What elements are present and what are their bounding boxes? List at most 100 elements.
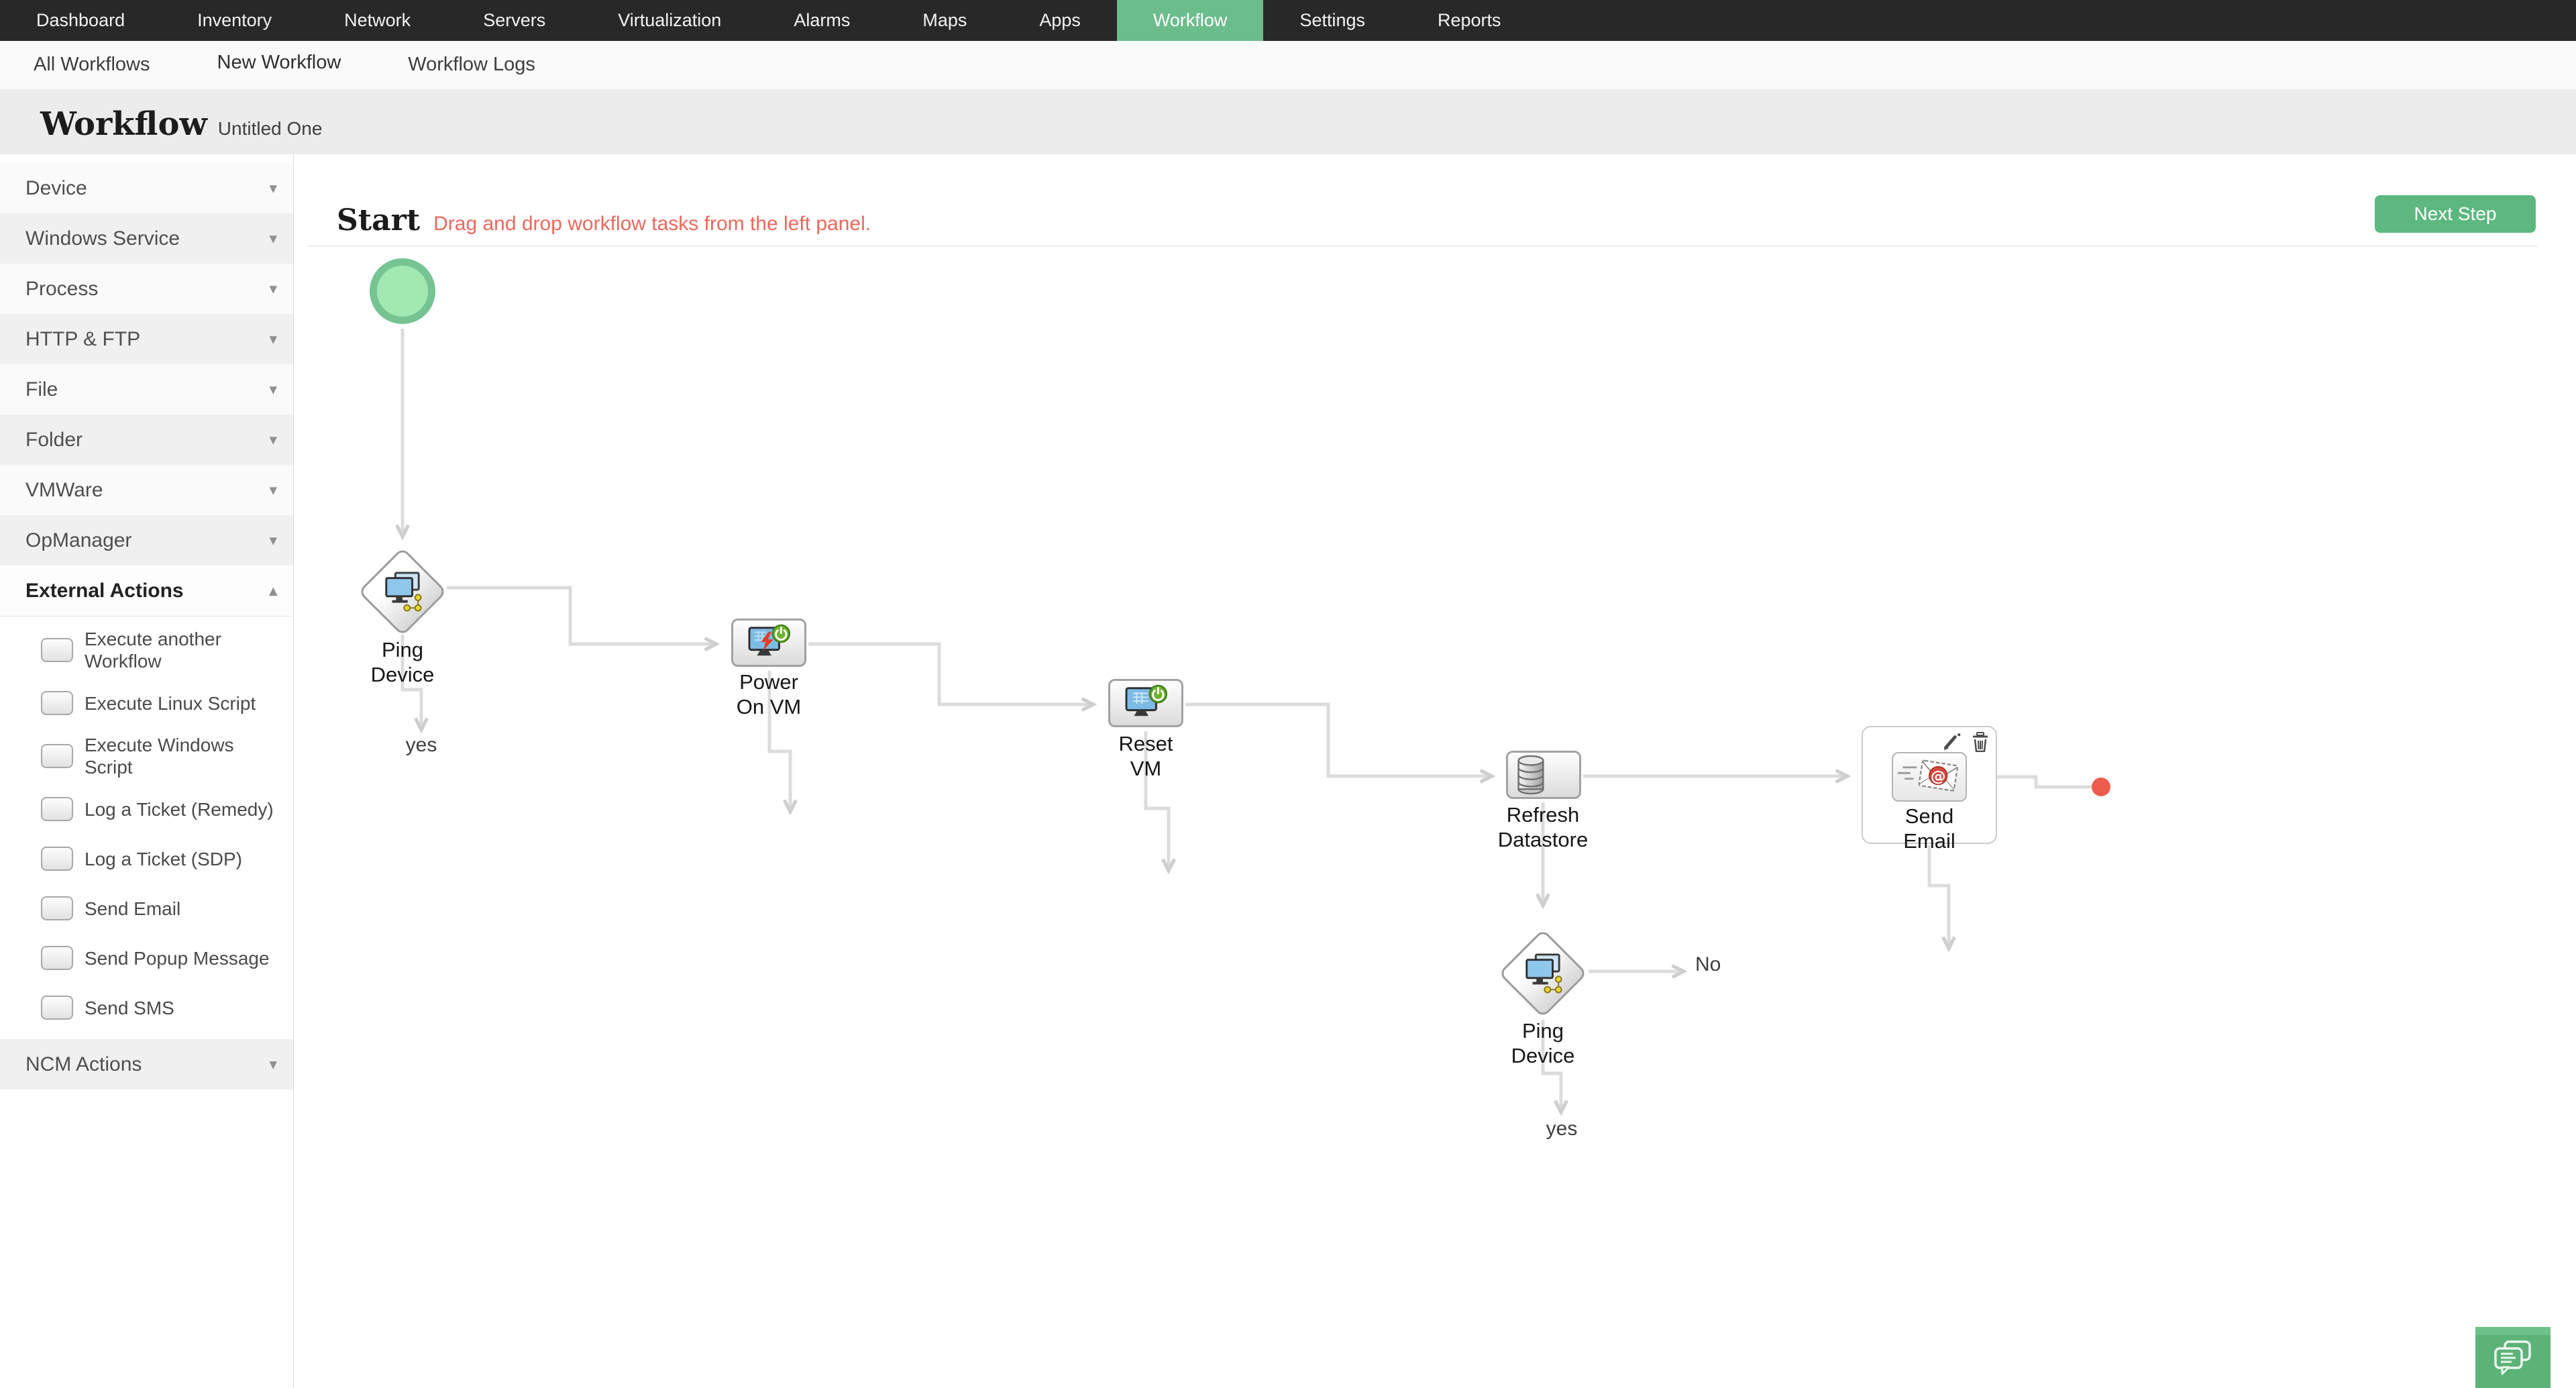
tab-workflow-logs[interactable]: Workflow Logs <box>408 54 535 75</box>
delete-trash-icon[interactable] <box>1972 732 1989 753</box>
chevron-down-icon: ▾ <box>269 179 277 197</box>
nav-item-workflow[interactable]: Workflow <box>1116 0 1264 41</box>
section-label: Windows Service <box>25 227 180 250</box>
chevron-down-icon: ▾ <box>269 330 277 348</box>
palette-item-send-popup-message[interactable]: Send Popup Message <box>0 933 293 983</box>
section-label: File <box>25 378 58 401</box>
node-label-power-on-vm: Power On VM <box>736 670 802 718</box>
palette-item-execute-linux-script[interactable]: Execute Linux Script <box>0 678 293 728</box>
canvas-header-divider <box>309 246 2537 247</box>
sidebar-section-process[interactable]: Process ▾ <box>0 264 293 314</box>
chevron-down-icon: ▾ <box>269 431 277 448</box>
ping-device-icon <box>1521 953 1564 994</box>
node-label-reset-vm: Reset VM <box>1118 732 1173 780</box>
node-label-ping-device-2: Ping Device <box>1511 1019 1575 1067</box>
section-label: Process <box>25 277 99 300</box>
start-node[interactable] <box>370 258 435 324</box>
tab-new-workflow[interactable]: New Workflow <box>183 41 375 93</box>
workflow-tabbar: All Workflows New Workflow Workflow Logs <box>0 41 2576 93</box>
palette-item-send-email[interactable]: Send Email <box>0 884 293 933</box>
sidebar-section-device[interactable]: Device ▾ <box>0 163 293 213</box>
sidebar-section-ncm-actions[interactable]: NCM Actions ▾ <box>0 1039 293 1089</box>
ping-device-icon <box>381 572 424 612</box>
palette-item-label: Execute another Workflow <box>85 629 221 672</box>
palette-item-execute-windows-script[interactable]: Execute Windows Script <box>0 728 293 784</box>
edit-pencil-icon[interactable] <box>1941 732 1962 752</box>
palette-item-log-ticket-sdp[interactable]: Log a Ticket (SDP) <box>0 834 293 884</box>
palette-item-label: Log a Ticket (SDP) <box>85 848 242 869</box>
datastore-icon <box>1516 755 1546 795</box>
palette-item-send-sms[interactable]: Send SMS <box>0 983 293 1032</box>
edge-label-yes: yes <box>405 734 437 756</box>
drag-handle-chip[interactable] <box>41 638 73 662</box>
external-actions-list: Execute another Workflow Execute Linux S… <box>0 617 293 1039</box>
chevron-up-icon: ▴ <box>269 582 277 599</box>
canvas-header: Start Drag and drop workflow tasks from … <box>337 203 871 237</box>
drag-handle-chip[interactable] <box>41 847 73 871</box>
chevron-down-icon: ▾ <box>269 280 277 297</box>
start-heading: Start <box>337 203 421 237</box>
chevron-down-icon: ▾ <box>269 229 277 247</box>
node-label-refresh-datastore: Refresh Datastore <box>1497 803 1589 851</box>
sidebar-section-opmanager[interactable]: OpManager ▾ <box>0 515 293 566</box>
drag-handle-chip[interactable] <box>41 946 73 970</box>
edge-label-no: No <box>1695 953 1721 975</box>
sidebar-section-windows-service[interactable]: Windows Service ▾ <box>0 213 293 264</box>
nav-item-virtualization[interactable]: Virtualization <box>618 10 722 30</box>
title-bar: Workflow Untitled One <box>0 89 2576 154</box>
drag-drop-hint: Drag and drop workflow tasks from the le… <box>433 213 871 235</box>
nav-item-dashboard[interactable]: Dashboard <box>36 10 125 30</box>
section-label: VMWare <box>25 478 103 501</box>
chevron-down-icon: ▾ <box>269 481 277 498</box>
node-refresh-datastore[interactable] <box>1506 751 1581 799</box>
svg-text:@: @ <box>1931 768 1946 786</box>
node-power-on-vm[interactable] <box>731 619 806 667</box>
node-ping-device-2[interactable] <box>1498 928 1588 1018</box>
endpoint-dot[interactable] <box>2092 778 2110 796</box>
drag-handle-chip[interactable] <box>41 691 73 715</box>
chat-button[interactable] <box>2475 1327 2551 1388</box>
next-step-button[interactable]: Next Step <box>2375 195 2536 233</box>
nav-item-apps[interactable]: Apps <box>1039 10 1081 30</box>
nav-item-servers[interactable]: Servers <box>483 10 546 30</box>
node-reset-vm[interactable] <box>1108 679 1183 727</box>
sidebar-section-external-actions[interactable]: External Actions ▴ <box>0 566 293 617</box>
node-ping-device-1[interactable] <box>358 547 447 637</box>
workflow-name[interactable]: Untitled One <box>217 118 323 139</box>
palette-item-label: Log a Ticket (Remedy) <box>85 798 274 820</box>
palette-item-label: Send SMS <box>85 997 174 1018</box>
workflow-canvas <box>294 154 2576 1388</box>
sidebar-section-http-ftp[interactable]: HTTP & FTP ▾ <box>0 314 293 364</box>
sidebar-section-vmware[interactable]: VMWare ▾ <box>0 465 293 515</box>
task-palette-sidebar: Device ▾ Windows Service ▾ Process ▾ HTT… <box>0 154 294 1388</box>
send-email-icon: @ <box>1895 755 1964 799</box>
drag-handle-chip[interactable] <box>41 744 73 768</box>
nav-item-reports[interactable]: Reports <box>1438 10 1501 30</box>
palette-item-execute-another-workflow[interactable]: Execute another Workflow <box>0 622 293 678</box>
section-label: External Actions <box>25 579 184 602</box>
drag-handle-chip[interactable] <box>41 896 73 920</box>
nav-item-settings[interactable]: Settings <box>1299 10 1365 30</box>
section-label: Device <box>25 176 87 199</box>
tab-all-workflows[interactable]: All Workflows <box>34 54 150 75</box>
nav-item-network[interactable]: Network <box>344 10 411 30</box>
palette-item-log-ticket-remedy[interactable]: Log a Ticket (Remedy) <box>0 784 293 834</box>
chevron-down-icon: ▾ <box>269 1055 277 1073</box>
top-nav: Dashboard Inventory Network Servers Virt… <box>0 0 2576 41</box>
nav-item-inventory[interactable]: Inventory <box>197 10 272 30</box>
nav-item-maps[interactable]: Maps <box>922 10 967 30</box>
node-label-send-email: Send Email <box>1903 804 1955 853</box>
palette-item-label: Send Popup Message <box>85 947 270 969</box>
nav-item-alarms[interactable]: Alarms <box>794 10 851 30</box>
reset-vm-icon <box>1122 684 1170 722</box>
sidebar-section-folder[interactable]: Folder ▾ <box>0 415 293 465</box>
page-title: Workflow <box>40 105 207 143</box>
section-label: NCM Actions <box>25 1053 142 1075</box>
edge-label-yes: yes <box>1546 1118 1578 1140</box>
drag-handle-chip[interactable] <box>41 996 73 1020</box>
sidebar-section-file[interactable]: File ▾ <box>0 364 293 415</box>
section-label: HTTP & FTP <box>25 327 141 350</box>
node-send-email[interactable]: @ Send Email <box>1862 726 1997 853</box>
drag-handle-chip[interactable] <box>41 797 73 821</box>
